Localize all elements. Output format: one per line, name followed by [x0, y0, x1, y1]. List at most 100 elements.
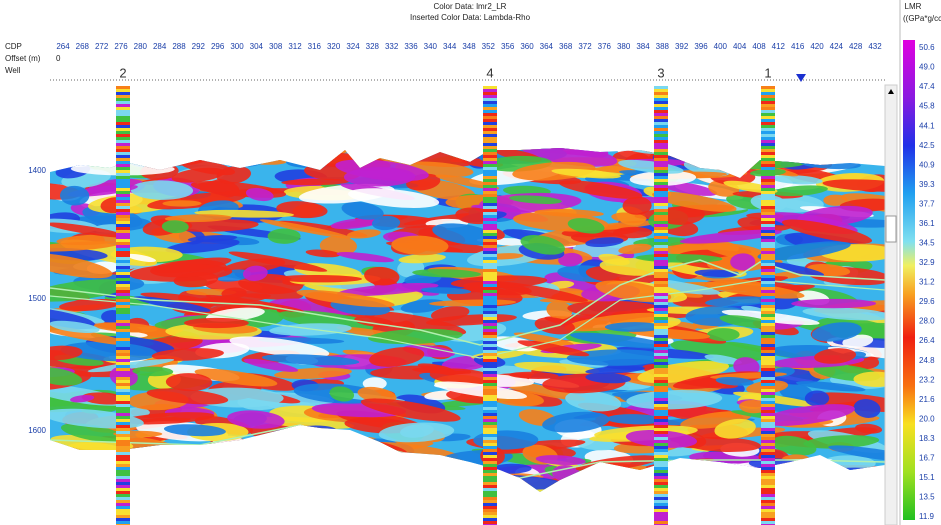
well-log-band: [761, 299, 775, 302]
colorbar-label: 47.4: [919, 82, 935, 91]
well-log-band: [483, 491, 497, 494]
well-log-band: [116, 386, 130, 389]
well-log-band: [654, 137, 668, 140]
well-log-band: [116, 164, 130, 167]
well-log-band: [654, 365, 668, 368]
well-log-band: [654, 395, 668, 398]
well-log-band: [654, 149, 668, 152]
well-log-band: [654, 401, 668, 404]
well-log-band: [483, 377, 497, 380]
well-log-band: [654, 467, 668, 470]
well-log-band: [483, 161, 497, 164]
well-log-band: [761, 101, 775, 104]
well-log-band: [654, 455, 668, 458]
colorbar-label: 49.0: [919, 63, 935, 72]
well-log-band: [761, 293, 775, 296]
well-log-band: [116, 194, 130, 197]
well-log-band: [761, 440, 775, 443]
well-log-band: [654, 464, 668, 467]
cdp-number: 336: [404, 42, 418, 51]
well-log-band: [761, 473, 775, 476]
well-log-band: [116, 503, 130, 506]
well-log-band: [761, 296, 775, 299]
well-log-band: [483, 503, 497, 506]
well-log-band: [654, 500, 668, 503]
well-log-band: [116, 101, 130, 104]
well-log-band: [761, 404, 775, 407]
well-log-band: [116, 320, 130, 323]
well-log-band: [761, 323, 775, 326]
cdp-number: 284: [153, 42, 167, 51]
well-log-band: [483, 242, 497, 245]
well-log-band: [761, 338, 775, 341]
well-log-band: [654, 437, 668, 440]
colorbar-unit: ((GPa*g/cc): [903, 14, 941, 23]
well-log-band: [761, 257, 775, 260]
well-log-band: [654, 413, 668, 416]
well-log-band: [654, 320, 668, 323]
well-log-band: [654, 221, 668, 224]
well-log-band: [654, 311, 668, 314]
well-log-band: [654, 86, 668, 89]
colorbar-label: 28.0: [919, 317, 935, 326]
well-log-band: [483, 401, 497, 404]
scrollbar-thumb[interactable]: [886, 216, 896, 242]
well-log-band: [116, 173, 130, 176]
well-log-band: [654, 392, 668, 395]
well-log-band: [116, 284, 130, 287]
well-log-band: [654, 263, 668, 266]
well-log-band: [761, 485, 775, 488]
well-log-band: [654, 173, 668, 176]
well-log-band: [761, 92, 775, 95]
offset-label: Offset (m): [5, 54, 41, 63]
well-log-band: [116, 134, 130, 137]
well-log-band: [116, 296, 130, 299]
well-log-band: [761, 470, 775, 473]
well-log-band: [761, 386, 775, 389]
well-log-band: [761, 347, 775, 350]
well-log-band: [483, 89, 497, 92]
well-log-band: [116, 302, 130, 305]
cdp-number: 304: [250, 42, 264, 51]
well-log-band: [483, 260, 497, 263]
well-log-band: [654, 257, 668, 260]
cdp-number: 400: [714, 42, 728, 51]
well-log-band: [483, 155, 497, 158]
well-log-band: [116, 248, 130, 251]
well-log-band: [116, 428, 130, 431]
well-log-band: [761, 131, 775, 134]
well-log-band: [654, 509, 668, 512]
well-log-band: [761, 137, 775, 140]
well-log-band: [654, 245, 668, 248]
well-log-band: [116, 311, 130, 314]
well-log-band: [483, 515, 497, 518]
cdp-number: 320: [327, 42, 341, 51]
well-log-band: [116, 191, 130, 194]
cdp-number: 308: [269, 42, 283, 51]
well-log-band: [483, 350, 497, 353]
well-log-band: [116, 122, 130, 125]
scrollbar[interactable]: [885, 85, 897, 525]
well-log-band: [483, 140, 497, 143]
well-log-band: [116, 92, 130, 95]
well-log-band: [116, 365, 130, 368]
well-log-band: [116, 278, 130, 281]
well-log-band: [654, 380, 668, 383]
well-log-band: [483, 374, 497, 377]
well-log-band: [761, 425, 775, 428]
well-log-band: [483, 440, 497, 443]
well-log-band: [654, 443, 668, 446]
well-log-band: [483, 200, 497, 203]
well-log-band: [761, 314, 775, 317]
well-log-band: [483, 218, 497, 221]
well-log-band: [116, 308, 130, 311]
well-log-band: [761, 506, 775, 509]
well-log-band: [654, 374, 668, 377]
well-log-band: [654, 194, 668, 197]
well-log-band: [483, 359, 497, 362]
well-log-band: [116, 170, 130, 173]
well-log-band: [483, 254, 497, 257]
well-log-band: [654, 335, 668, 338]
well-log-band: [761, 518, 775, 521]
well-log-band: [483, 152, 497, 155]
